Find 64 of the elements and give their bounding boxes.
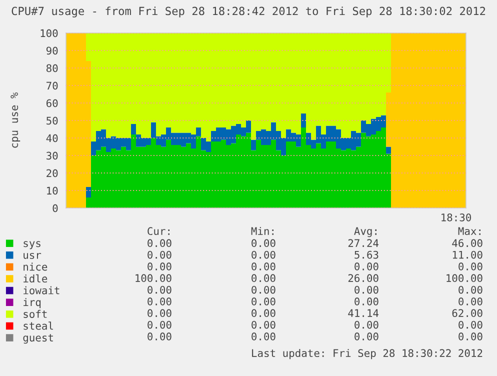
text: 0.00 (148, 239, 172, 248)
text: 0.00 (252, 286, 276, 294)
legend-label: soft (24, 310, 47, 318)
legend-label: idle (24, 274, 48, 283)
chart-title: CPU#7 usage - from Fri Sep 28 18:28:42 2012 to Fri Sep 28 18:30:02 2012 (12, 6, 486, 18)
text: 0.00 (148, 286, 172, 294)
legend-label: steal (24, 322, 53, 330)
text: Cur: (148, 227, 170, 236)
text: 0.00 (148, 250, 172, 259)
text: 0.00 (458, 320, 482, 329)
text: 0.00 (252, 239, 276, 248)
text: 62.00 (452, 309, 482, 318)
y-tick-label: 50 (46, 116, 58, 125)
text: 0.00 (252, 262, 276, 270)
y-tick-label: 10 (47, 186, 58, 195)
y-tick-label: 100 (40, 29, 58, 38)
y-tick-label: 40 (46, 134, 58, 142)
text: 46.00 (452, 239, 482, 248)
legend-label: sys (24, 241, 40, 250)
text: 0.00 (354, 262, 378, 270)
legend-label: guest (23, 334, 53, 344)
y-tick-label: 20 (46, 169, 58, 178)
legend-label: nice (24, 262, 48, 271)
text: Min: (251, 226, 274, 235)
text: Max: (458, 227, 480, 236)
text: 0.00 (148, 320, 172, 329)
legend-label: usr (24, 252, 42, 259)
text: 0.00 (148, 309, 172, 318)
text: 0.00 (458, 332, 482, 340)
y-tick-label: 60 (46, 99, 58, 108)
text: 100.00 (446, 274, 482, 282)
text: Last update: Fri Sep 28 18:30:22 2012 (252, 348, 482, 360)
text: 100.00 (136, 274, 172, 282)
y-tick-label: 90 (46, 46, 58, 55)
text: Avg: (354, 227, 376, 238)
legend-label: iowait (24, 286, 60, 294)
legend-label: irq (24, 298, 41, 308)
text: 0.00 (148, 298, 172, 306)
text: 0.00 (252, 298, 276, 306)
text: 0.00 (252, 250, 276, 259)
text: 0.00 (148, 332, 172, 340)
text: 41.14 (348, 309, 379, 317)
text: 0.00 (252, 309, 276, 318)
text: 0.00 (148, 262, 172, 270)
y-tick-label: 30 (46, 152, 58, 160)
text: 0.00 (252, 332, 276, 340)
text: 0.00 (458, 298, 482, 306)
text: 0.00 (252, 320, 276, 329)
text: 0.00 (354, 298, 378, 306)
text: 0.00 (354, 320, 378, 329)
text: 18:30 (442, 213, 472, 222)
text: 5.63 (354, 250, 378, 259)
text: 0.00 (354, 332, 378, 340)
y-tick-label: 80 (46, 64, 58, 72)
text: 11.00 (452, 250, 482, 259)
text: 0.00 (354, 286, 378, 294)
y-tick-label: 0 (52, 204, 58, 212)
text: 26.00 (348, 274, 378, 282)
y-axis-title: cpu use % (10, 92, 20, 148)
text: 27.24 (348, 239, 379, 247)
text: 0.00 (458, 286, 482, 294)
text: 0.00 (458, 262, 482, 270)
y-tick-label: 70 (46, 82, 58, 90)
text: 0.00 (252, 274, 276, 282)
